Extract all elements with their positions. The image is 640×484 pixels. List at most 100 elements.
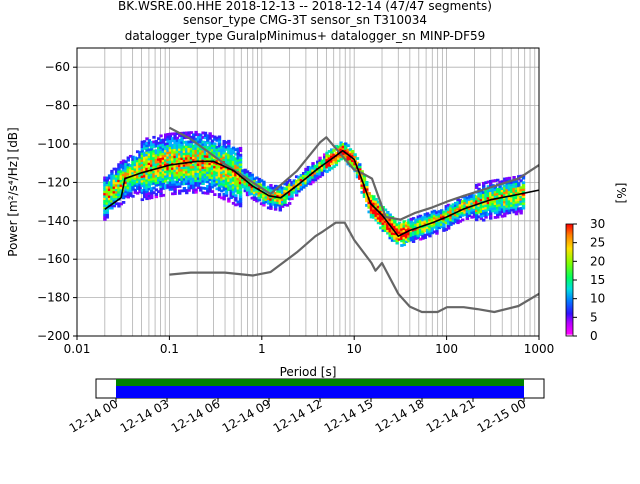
heatmap-cell (213, 135, 217, 139)
heatmap-cell (112, 176, 116, 180)
heatmap-cell (210, 167, 215, 170)
heatmap-cell (395, 230, 399, 233)
heatmap-cell (439, 213, 444, 217)
heatmap-cell (199, 138, 203, 141)
heatmap-cell (409, 231, 413, 235)
heatmap-cell (159, 192, 163, 195)
heatmap-cell (465, 203, 470, 207)
heatmap-cell (404, 233, 409, 237)
heatmap-cell (142, 195, 147, 199)
heatmap-cell (112, 183, 116, 187)
heatmap-cell (521, 199, 526, 203)
heatmap-cell (393, 239, 397, 242)
heatmap-cell (210, 141, 215, 145)
heatmap-cell (189, 156, 194, 160)
heatmap-cell (231, 195, 236, 198)
heatmap-cell (140, 152, 145, 155)
heatmap-cell (372, 206, 376, 210)
heatmap-cell (498, 189, 502, 193)
heatmap-cell (474, 197, 479, 201)
heatmap-cell (496, 213, 500, 217)
heatmap-cell (189, 163, 194, 167)
heatmap-cell (149, 145, 154, 149)
heatmap-cell (304, 172, 308, 176)
heatmap-cell (124, 162, 128, 166)
heatmap-cell (156, 171, 161, 175)
heatmap-cell (442, 215, 446, 219)
heatmap-cell (168, 185, 173, 189)
heatmap-cell (124, 160, 128, 164)
heatmap-cell (458, 219, 463, 223)
heatmap-cell (484, 190, 488, 194)
heatmap-cell (255, 185, 259, 189)
heatmap-cell (180, 159, 184, 163)
heatmap-cell (374, 214, 378, 217)
heatmap-cell (178, 134, 182, 138)
heatmap-cell (147, 173, 152, 177)
heatmap-cell (203, 134, 208, 137)
heatmap-cell (498, 194, 502, 198)
heatmap-cell (196, 186, 201, 190)
heatmap-cell (224, 171, 229, 174)
x-axis-label: Period [s] (280, 365, 337, 379)
timeline-tick-label: 12-15 00 (475, 396, 529, 435)
heatmap-cell (503, 186, 507, 190)
heatmap-cell (110, 172, 114, 175)
heatmap-cell (203, 154, 208, 158)
heatmap-cell (178, 148, 182, 151)
heatmap-cell (411, 240, 416, 243)
heatmap-cell (201, 170, 205, 174)
heatmap-cell (210, 157, 215, 161)
heatmap-cell (175, 169, 180, 172)
heatmap-cell (210, 171, 215, 175)
heatmap-cell (477, 183, 481, 186)
heatmap-cell (308, 168, 313, 172)
heatmap-cell (103, 199, 107, 203)
heatmap-cell (220, 180, 224, 184)
heatmap-cell (166, 176, 170, 180)
heatmap-cell (234, 166, 238, 170)
heatmap-cell (404, 237, 409, 241)
heatmap-cell (154, 151, 159, 155)
heatmap-cell (369, 210, 374, 214)
heatmap-cell (496, 206, 500, 210)
heatmap-cell (465, 212, 470, 216)
heatmap-cell (145, 141, 149, 145)
heatmap-cell (131, 158, 135, 161)
heatmap-cell (126, 179, 130, 183)
heatmap-cell (166, 174, 170, 178)
heatmap-cell (278, 204, 282, 207)
heatmap-cell (472, 215, 477, 219)
heatmap-cell (222, 183, 226, 187)
heatmap-cell (236, 202, 240, 206)
heatmap-cell (519, 186, 523, 190)
heatmap-cell (213, 183, 217, 187)
heatmap-cell (112, 179, 116, 182)
heatmap-cell (159, 185, 163, 188)
heatmap-cell (173, 189, 177, 193)
heatmap-cell (367, 194, 371, 198)
heatmap-cell (166, 160, 170, 164)
heatmap-cell (414, 220, 418, 224)
heatmap-cell (503, 202, 507, 206)
heatmap-cell (358, 163, 362, 167)
heatmap-cell (418, 228, 423, 232)
heatmap-cell (456, 212, 460, 215)
heatmap-cell (519, 188, 523, 192)
heatmap-cell (278, 194, 282, 198)
heatmap-cell (175, 155, 180, 159)
heatmap-cell (180, 154, 184, 158)
heatmap-cell (194, 140, 198, 143)
heatmap-cell (208, 176, 212, 179)
heatmap-cell (217, 188, 222, 192)
heatmap-cell (467, 211, 472, 215)
heatmap-cell (393, 232, 397, 236)
heatmap-cell (128, 194, 133, 197)
heatmap-cell (500, 207, 505, 211)
heatmap-cell (498, 206, 502, 209)
heatmap-cell (103, 206, 107, 210)
heatmap-cell (208, 157, 212, 161)
heatmap-cell (474, 216, 479, 219)
heatmap-cell (320, 173, 325, 177)
